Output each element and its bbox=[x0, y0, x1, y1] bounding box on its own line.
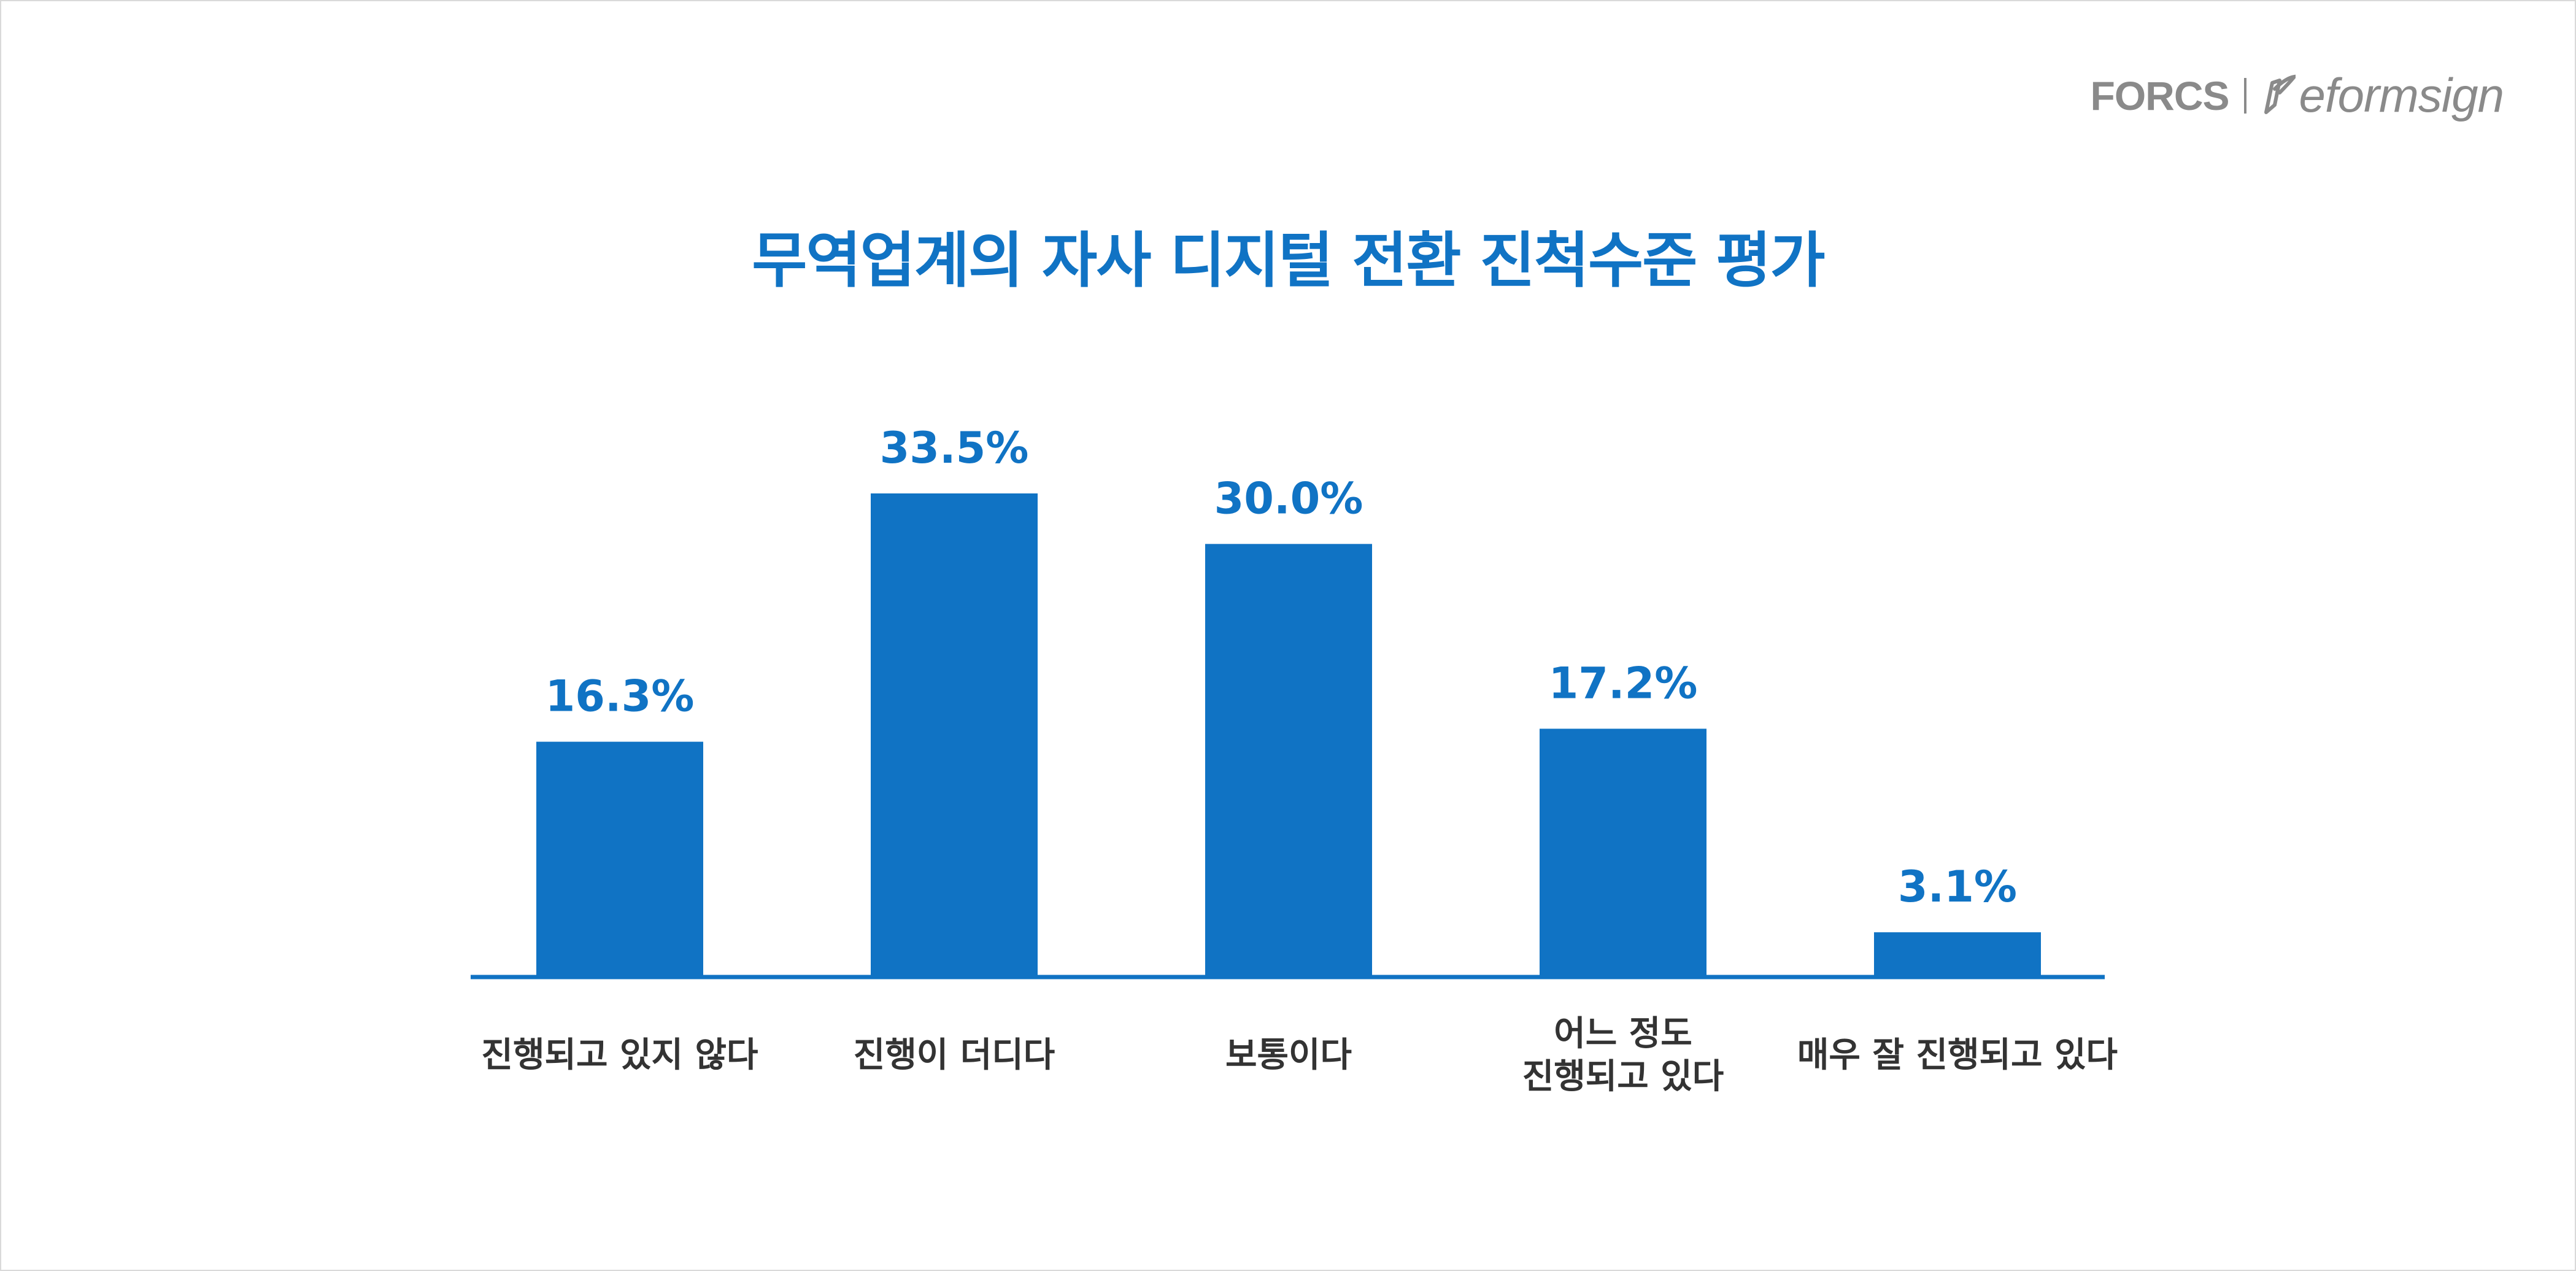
eformsign-logo: eformsign bbox=[2261, 68, 2504, 123]
value-label-2: 33.5% bbox=[880, 423, 1029, 473]
category-label-4: 어느 정도 진행되고 있다 bbox=[1522, 1014, 1724, 1097]
category-label-5: 매우 잘 진행되고 있다 bbox=[1797, 1035, 2118, 1075]
category-label-1: 진행되고 있지 않다 bbox=[481, 1035, 758, 1075]
bar-4 bbox=[1540, 728, 1706, 977]
bar-5 bbox=[1874, 932, 2041, 977]
chart-title: 무역업계의 자사 디지털 전환 진척수준 평가 bbox=[752, 226, 1825, 296]
value-label-5: 3.1% bbox=[1898, 862, 2017, 912]
category-label-line: 어느 정도 bbox=[1554, 1014, 1692, 1054]
category-label-line: 진행되고 있지 않다 bbox=[481, 1035, 758, 1075]
value-label-4: 17.2% bbox=[1549, 658, 1698, 708]
category-label-3: 보통이다 bbox=[1225, 1035, 1352, 1075]
eformsign-mark-icon bbox=[2264, 74, 2296, 114]
category-label-line: 매우 잘 진행되고 있다 bbox=[1797, 1035, 2118, 1075]
logo-divider bbox=[2243, 77, 2246, 114]
category-label-line: 진행되고 있다 bbox=[1522, 1057, 1724, 1097]
value-label-1: 16.3% bbox=[546, 671, 695, 722]
bar-2 bbox=[871, 493, 1038, 977]
brand-logos: FORCS eformsign bbox=[2091, 68, 2504, 123]
category-label-2: 진행이 더디다 bbox=[854, 1035, 1055, 1075]
bar-1 bbox=[536, 741, 703, 977]
value-label-3: 30.0% bbox=[1214, 473, 1363, 523]
eformsign-wordmark: eformsign bbox=[2299, 68, 2504, 122]
forcs-logo: FORCS bbox=[2090, 72, 2230, 118]
category-label-line: 진행이 더디다 bbox=[854, 1035, 1055, 1075]
bar-3 bbox=[1205, 544, 1372, 977]
category-label-line: 보통이다 bbox=[1225, 1035, 1352, 1075]
